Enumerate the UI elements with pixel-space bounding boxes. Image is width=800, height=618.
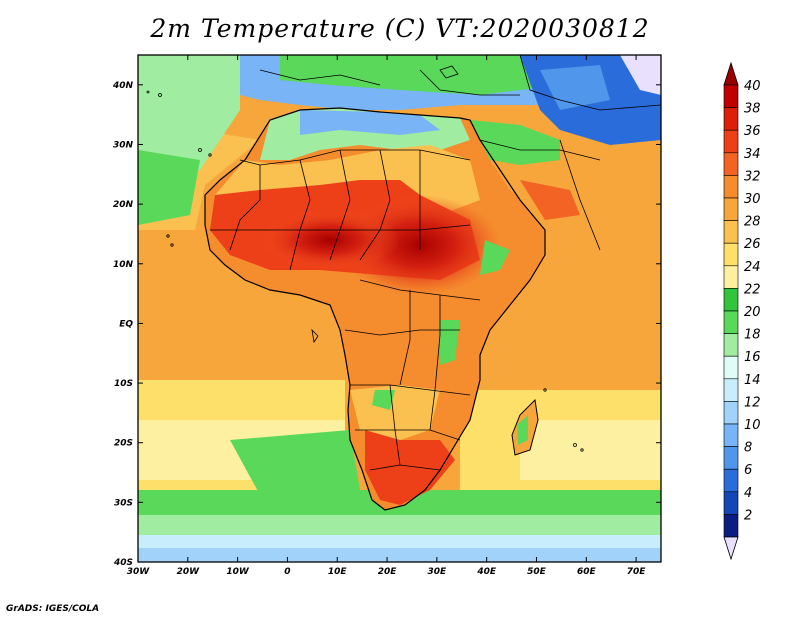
map-plot-area (138, 55, 661, 562)
colorbar-swatch (723, 378, 739, 402)
colorbar-label: 10 (744, 418, 761, 433)
colorbar-label: 40 (744, 79, 761, 94)
colorbar-top-arrow (723, 61, 739, 86)
island-outlines (146, 65, 584, 452)
lon-tick-label: 70E (627, 567, 647, 577)
colorbar-label: 14 (744, 373, 761, 388)
country-borders (210, 55, 661, 471)
caucasus-snow-zone (620, 55, 661, 95)
colorbar-label: 34 (744, 147, 761, 162)
lat-tick-label: 20N (113, 200, 134, 210)
colorbar-swatch (723, 84, 739, 108)
colorbar-swatch (723, 401, 739, 425)
angola-zambia-zone (350, 385, 440, 440)
longitude-axis: 30W 20W 10W 0 10E 20E 30E 40E 50E 60E 70E (127, 55, 647, 577)
colorbar-label: 32 (744, 169, 761, 184)
colorbar-swatch (723, 175, 739, 199)
colorbar-label: 22 (744, 282, 761, 297)
lon-tick-label: 10W (226, 567, 250, 577)
colorbar-label: 4 (744, 486, 752, 501)
colorbar-label: 12 (744, 395, 761, 410)
colorbar-swatch (723, 446, 739, 470)
colorbar-label: 30 (744, 192, 761, 207)
levant-cool-zone (470, 120, 560, 165)
colorbar-label: 18 (744, 328, 761, 343)
lon-tick-label: 20W (177, 567, 201, 577)
colorbar-label: 38 (744, 102, 761, 117)
lat-tick-label: 10S (114, 379, 133, 389)
colorbar-swatch (723, 129, 739, 154)
southern-band-2 (138, 515, 661, 537)
colorbar-swatch (723, 265, 739, 289)
mediterranean-zone (280, 55, 560, 95)
ethiopian-highlands-zone (480, 240, 510, 275)
colorbar-swatch (723, 491, 739, 515)
colorbar-label: 26 (744, 237, 761, 252)
colorbar-label: 8 (744, 441, 752, 456)
colorbar-label: 16 (744, 350, 761, 365)
colorbar-swatch (723, 152, 739, 176)
colorbar-swatch (723, 333, 739, 357)
colorbar-bottom-arrow (723, 536, 739, 561)
arabia-hot-zone (520, 180, 580, 220)
lon-tick-label: 30W (127, 567, 151, 577)
madagascar-coastline (511, 398, 539, 456)
lon-tick-label: 20E (378, 567, 398, 577)
southern-africa-hot-zone (365, 430, 455, 505)
colorbar-swatch (723, 197, 739, 221)
lat-tick-label: 10N (113, 260, 134, 270)
lat-tick-label: 20S (114, 439, 133, 449)
colorbar-swatch (723, 514, 739, 538)
colorbar-label: 2 (744, 508, 752, 523)
lon-tick-label: 30E (428, 567, 448, 577)
west-africa-hot-zone (260, 210, 400, 270)
colorbar: 40 38 36 34 32 30 28 26 24 22 20 18 16 14 12 10 8 6 4 2 (723, 61, 761, 561)
lon-tick-label: 50E (527, 567, 547, 577)
madagascar-highlands (517, 415, 528, 445)
lat-tick-label: 40S (113, 558, 133, 568)
lon-tick-label: 60E (577, 567, 597, 577)
lat-tick-label: 30N (113, 140, 134, 150)
colorbar-label: 28 (744, 215, 761, 230)
colorbar-swatch (723, 288, 739, 312)
canary-current-zone (138, 150, 200, 225)
indian-ocean-mild-zone (520, 420, 661, 480)
lat-tick-label: 40N (112, 81, 134, 91)
colorbar-label: 20 (744, 305, 761, 320)
colorbar-swatch (723, 355, 739, 380)
map-title: 2m Temperature (C) VT:2020030812 (150, 14, 650, 43)
angola-highlands-zone (372, 390, 395, 410)
colorbar-swatch (723, 423, 739, 447)
colorbar-swatch (723, 242, 739, 267)
map-frame (137, 54, 662, 563)
lon-tick-label: 10E (328, 567, 348, 577)
colorbar-label: 6 (744, 463, 752, 478)
lat-tick-label: EQ (119, 319, 133, 329)
colorbar-swatch (723, 310, 739, 334)
benguela-cool-zone (230, 430, 360, 495)
great-lakes-zone (440, 320, 460, 365)
lat-tick-label: 30S (114, 498, 133, 508)
atlas-cool-zone (300, 110, 440, 135)
latitude-axis: 40N 30N 20N 10N EQ 10S 20S 30S 40S (112, 81, 661, 568)
southern-band-4 (138, 548, 661, 562)
colorbar-swatch (723, 220, 739, 244)
lon-tick-label: 40E (476, 567, 497, 577)
colorbar-swatch (723, 107, 739, 131)
grads-credit: GrADS: IGES/COLA (6, 604, 100, 614)
colorbar-swatch (723, 468, 739, 493)
lon-tick-label: 0 (284, 567, 290, 577)
colorbar-label: 36 (744, 124, 761, 139)
colorbar-label: 24 (744, 260, 761, 275)
